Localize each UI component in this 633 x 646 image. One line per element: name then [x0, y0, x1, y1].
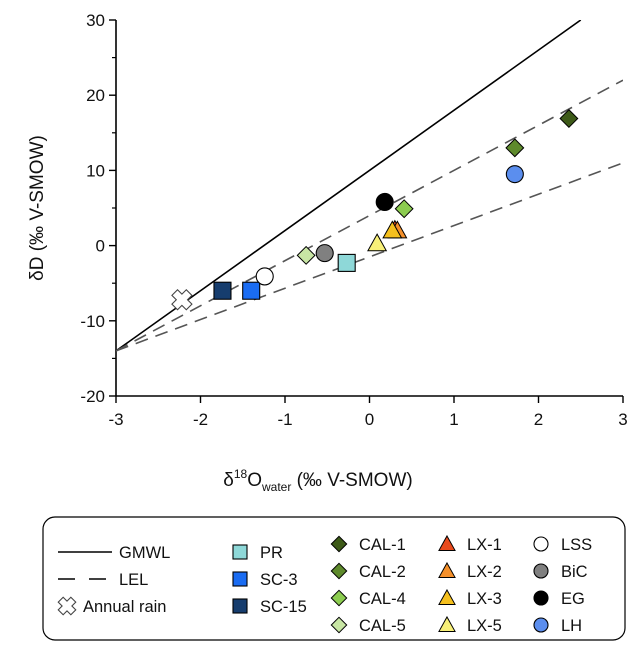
point-eg	[376, 193, 393, 210]
legend-label-lx-3: LX-3	[467, 590, 502, 608]
legend-label-lx-1: LX-1	[467, 536, 502, 554]
point-lh	[506, 166, 523, 183]
y-tick-label: 10	[86, 161, 105, 180]
legend-swatch-lx-3	[439, 590, 455, 604]
legend-swatch-lx-1	[439, 536, 455, 550]
y-tick-label: 20	[86, 86, 105, 105]
x-tick-label: 2	[534, 410, 543, 429]
legend-swatch-bic	[534, 564, 548, 578]
legend-swatch-lss	[534, 537, 548, 551]
y-axis-label: δD (‰ V-SMOW)	[27, 135, 48, 281]
point-lss	[256, 268, 273, 285]
point-sc-3	[243, 282, 260, 299]
legend-swatch-cal-5	[331, 617, 346, 632]
lel-line-1	[116, 80, 623, 351]
legend-label-lh: LH	[561, 617, 582, 635]
legend-label-lx-5: LX-5	[467, 617, 502, 635]
point-cal-5	[297, 247, 315, 265]
legend-label-lx-2: LX-2	[467, 563, 502, 581]
legend-label-sc-15: SC-15	[260, 598, 307, 616]
x-tick-label: 1	[449, 410, 458, 429]
x-tick-label: -3	[108, 410, 123, 429]
legend-swatch-sc-3	[233, 572, 247, 586]
x-tick-label: -1	[277, 410, 292, 429]
point-sc-15	[214, 282, 231, 299]
legend-swatch-lh	[534, 618, 548, 632]
legend-label-eg: EG	[561, 590, 585, 608]
legend-label-gmwl: GMWL	[119, 544, 170, 562]
legend-label-pr: PR	[260, 544, 283, 562]
legend-label-sc-3: SC-3	[260, 571, 298, 589]
legend-swatch-pr	[233, 545, 247, 559]
x-tick-label: 3	[618, 410, 627, 429]
legend-label-lss: LSS	[561, 536, 592, 554]
legend-label-annual-rain: Annual rain	[83, 598, 166, 616]
legend-swatch-lx-2	[439, 563, 455, 577]
legend-label-cal-2: CAL-2	[359, 563, 406, 581]
legend-swatch-sc-15	[233, 599, 247, 613]
legend-label-bic: BiC	[561, 563, 588, 581]
legend-swatch-cal-2	[331, 563, 346, 578]
point-cal-4	[395, 200, 413, 218]
y-tick-label: 0	[96, 237, 105, 256]
legend-swatch-eg	[534, 591, 548, 605]
regression-line-2	[116, 163, 623, 351]
y-tick-label: -20	[80, 387, 105, 406]
legend-swatch-lx-5	[439, 617, 455, 631]
x-axis-label: δ18Owater (‰ V-SMOW)	[223, 467, 412, 494]
legend-label-cal-4: CAL-4	[359, 590, 406, 608]
point-pr	[338, 254, 355, 271]
legend-swatch-annual-rain	[58, 597, 76, 615]
legend-label-lel: LEL	[119, 571, 148, 589]
y-tick-label: 30	[86, 11, 105, 30]
y-tick-label: -10	[80, 312, 105, 331]
legend-swatch-cal-1	[331, 536, 346, 551]
x-tick-label: -2	[193, 410, 208, 429]
legend-swatch-cal-4	[331, 590, 346, 605]
x-tick-label: 0	[365, 410, 374, 429]
point-bic	[316, 245, 333, 262]
legend-label-cal-1: CAL-1	[359, 536, 406, 554]
legend: GMWL LEL Annual rain PR SC-3 SC-15 CAL-1 CAL-2 C…	[58, 536, 592, 635]
legend-label-cal-5: CAL-5	[359, 617, 406, 635]
